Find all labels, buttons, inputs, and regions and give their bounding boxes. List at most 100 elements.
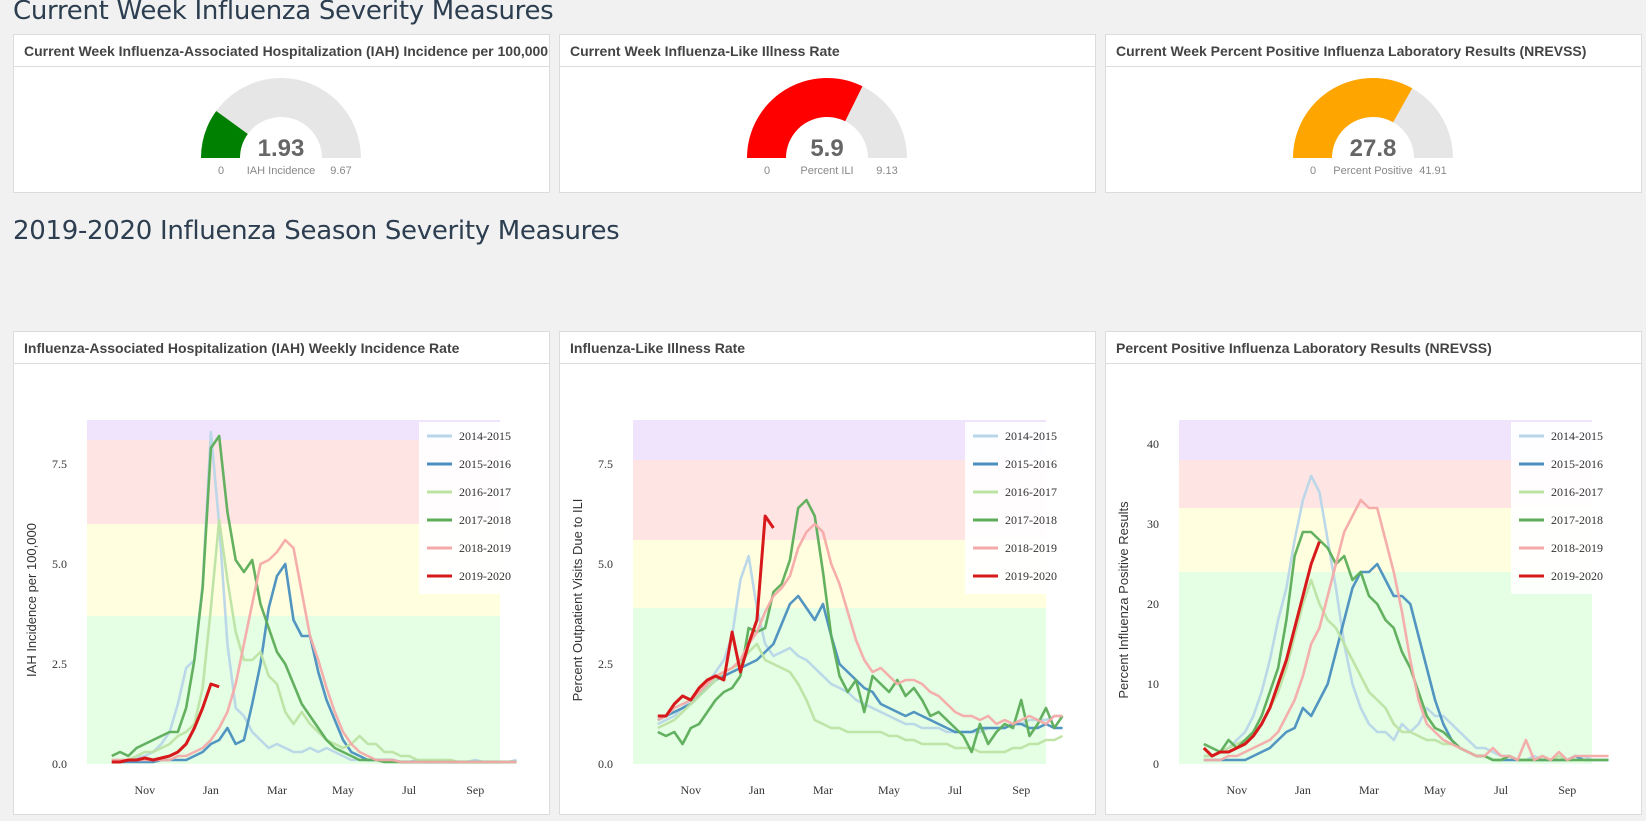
x-tick-label: May	[332, 783, 354, 797]
panel-title: Current Week Influenza-Associated Hospit…	[14, 35, 549, 67]
y-tick-label: 0.0	[52, 757, 67, 771]
ili-chart-panel: Influenza-Like Illness Rate 0.0 2.5 5.0 7.5…	[559, 331, 1096, 815]
panel-title: Current Week Influenza-Like Illness Rate	[560, 35, 1095, 67]
iah-chart-panel: Influenza-Associated Hospitalization (IA…	[13, 331, 550, 815]
y-tick-label: 40	[1147, 437, 1159, 451]
y-axis-label: Percent Outpatient Visits Due to ILI	[570, 499, 585, 702]
legend-box	[419, 422, 514, 594]
percent-positive-chart: 0 10 20 30 40 Nov Jan Mar May Jul Sep Percent Influ…	[1116, 420, 1609, 797]
legend-entry: 2014-2015	[459, 429, 511, 443]
current-week-title: Current Week Influenza Severity Measures	[13, 0, 554, 26]
panel-title: Influenza-Like Illness Rate	[560, 332, 1095, 364]
legend-entry: 2016-2017	[1005, 485, 1057, 499]
panel-title: Current Week Percent Positive Influenza …	[1106, 35, 1641, 67]
gauge-max: 9.67	[330, 165, 351, 177]
nrevss-gauge-panel: Current Week Percent Positive Influenza …	[1105, 34, 1642, 193]
gauge-max: 41.91	[1419, 165, 1447, 177]
legend-entry: 2015-2016	[1551, 457, 1603, 471]
x-tick-label: Jul	[402, 783, 417, 797]
gauge-min: 0	[218, 165, 224, 177]
x-tick-label: May	[1424, 783, 1446, 797]
legend-entry: 2017-2018	[459, 513, 511, 527]
gauge-min: 0	[1310, 165, 1316, 177]
x-tick-label: Sep	[466, 783, 484, 797]
y-tick-label: 2.5	[598, 657, 613, 671]
x-tick-label: Jan	[749, 783, 765, 797]
series-line-2019-2020	[111, 682, 220, 764]
severity-band	[87, 420, 500, 440]
y-tick-label: 10	[1147, 677, 1159, 691]
x-tick-label: Jan	[203, 783, 219, 797]
series-line-2018-2019	[1203, 498, 1609, 762]
x-tick-label: Jan	[1295, 783, 1311, 797]
severity-band	[633, 608, 1046, 764]
gauge-max: 9.13	[876, 165, 897, 177]
gauge-value: 1.93	[258, 135, 305, 162]
gauge-min: 0	[764, 165, 770, 177]
legend-entry: 2018-2019	[1005, 541, 1057, 555]
y-tick-label: 7.5	[598, 457, 613, 471]
legend-box	[1511, 422, 1606, 594]
y-axis-label: IAH Incidence per 100,000	[24, 523, 39, 677]
ili-rate-chart: 0.0 2.5 5.0 7.5 Nov Jan Mar May Jul Sep Percent Ou…	[570, 420, 1064, 797]
gauge-label: IAH Incidence	[247, 165, 315, 177]
y-tick-label: 7.5	[52, 457, 67, 471]
y-tick-label: 2.5	[52, 657, 67, 671]
ili-gauge-panel: Current Week Influenza-Like Illness Rate…	[559, 34, 1096, 193]
y-tick-label: 30	[1147, 517, 1159, 531]
legend-entry: 2014-2015	[1551, 429, 1603, 443]
gauge-value: 5.9	[810, 135, 843, 162]
legend-entry: 2017-2018	[1005, 513, 1057, 527]
legend-entry: 2018-2019	[1551, 541, 1603, 555]
x-tick-label: Nov	[1226, 783, 1247, 797]
y-tick-label: 20	[1147, 597, 1159, 611]
y-tick-label: 0.0	[598, 757, 613, 771]
x-tick-label: Jul	[1494, 783, 1509, 797]
series-line-2019-2020	[657, 514, 775, 718]
gauge-fill	[201, 111, 248, 158]
x-tick-label: Nov	[680, 783, 701, 797]
x-tick-label: Jul	[948, 783, 963, 797]
gauge-fill	[747, 77, 863, 158]
series-line-2018-2019	[111, 538, 517, 764]
series-line-2016-2017	[111, 518, 517, 764]
gauge-label: Percent ILI	[800, 165, 853, 177]
x-tick-label: Mar	[1359, 783, 1379, 797]
nrevss-chart-panel: Percent Positive Influenza Laboratory Re…	[1105, 331, 1642, 815]
series-line-2019-2020	[1202, 541, 1321, 758]
panel-title: Percent Positive Influenza Laboratory Re…	[1106, 332, 1641, 364]
legend-entry: 2019-2020	[459, 569, 511, 583]
y-axis-label: Percent Influenza Positive Results	[1116, 501, 1131, 699]
legend-entry: 2016-2017	[1551, 485, 1603, 499]
legend-entry: 2019-2020	[1551, 569, 1603, 583]
panel-title: Influenza-Associated Hospitalization (IA…	[14, 332, 549, 364]
legend-entry: 2018-2019	[459, 541, 511, 555]
x-tick-label: Mar	[267, 783, 287, 797]
gauge-label: Percent Positive	[1333, 165, 1412, 177]
percent-positive-gauge: 27.8 0 41.91 Percent Positive	[1293, 78, 1453, 177]
x-tick-label: Mar	[813, 783, 833, 797]
x-tick-label: Sep	[1012, 783, 1030, 797]
series-line-2017-2018	[1203, 530, 1609, 762]
iah-incidence-gauge: 1.93 0 9.67 IAH Incidence	[201, 78, 361, 177]
iah-gauge-panel: Current Week Influenza-Associated Hospit…	[13, 34, 550, 193]
y-tick-label: 5.0	[52, 557, 67, 571]
iah-incidence-chart: 0.0 2.5 5.0 7.5 Nov Jan Mar May Jul Sep IAH Incide…	[24, 420, 517, 797]
legend-box	[965, 422, 1060, 594]
legend-entry: 2015-2016	[1005, 457, 1057, 471]
x-tick-label: Sep	[1558, 783, 1576, 797]
y-tick-label: 0	[1153, 757, 1159, 771]
x-tick-label: May	[878, 783, 900, 797]
x-tick-label: Nov	[134, 783, 155, 797]
percent-ili-gauge: 5.9 0 9.13 Percent ILI	[747, 77, 907, 177]
y-tick-label: 5.0	[598, 557, 613, 571]
legend-entry: 2019-2020	[1005, 569, 1057, 583]
gauge-fill	[1293, 78, 1413, 158]
legend-entry: 2017-2018	[1551, 513, 1603, 527]
legend-entry: 2016-2017	[459, 485, 511, 499]
series-line-2017-2018	[657, 498, 1064, 754]
legend-entry: 2015-2016	[459, 457, 511, 471]
legend-entry: 2014-2015	[1005, 429, 1057, 443]
gauge-value: 27.8	[1350, 135, 1397, 162]
season-title: 2019-2020 Influenza Season Severity Meas…	[13, 216, 620, 246]
